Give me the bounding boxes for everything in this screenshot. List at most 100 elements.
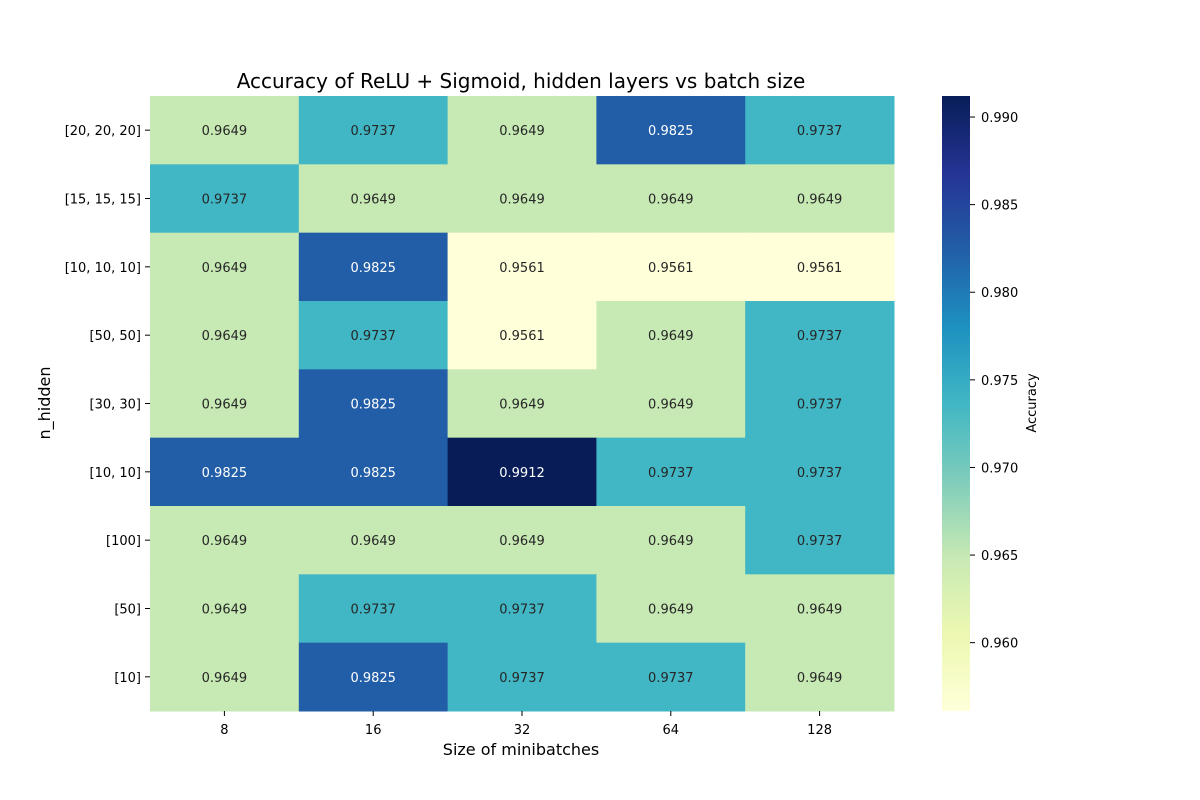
cell-value-label: 0.9649: [202, 534, 248, 549]
y-tick-label: [30, 30]: [90, 398, 142, 413]
heatmap-annotations: 0.9649 0.9737 0.9649 0.9825 0.9737 0.9737 0.96…: [202, 124, 843, 686]
cell-value-label: 0.9737: [797, 398, 843, 413]
heatmap-cell: [447, 164, 597, 234]
heatmap-cell: [298, 437, 449, 507]
y-tick-label: [10, 10]: [90, 466, 142, 481]
cell-value-label: 0.9649: [797, 193, 843, 208]
heatmap-cell: [150, 369, 300, 439]
colorbar-tick-label: 0.975: [981, 374, 1018, 389]
heatmap-cell: [596, 642, 746, 712]
heatmap-cell: [596, 369, 746, 439]
cell-value-label: 0.9737: [499, 671, 545, 686]
cell-value-label: 0.9649: [499, 398, 545, 413]
cell-value-label: 0.9649: [202, 603, 248, 618]
cell-value-label: 0.9825: [350, 261, 396, 276]
heatmap-cell: [596, 96, 746, 165]
cell-value-label: 0.9649: [499, 124, 545, 139]
y-tick-label: [10]: [114, 671, 141, 686]
y-axis-ticks: [20, 20, 20] [15, 15, 15] [10, 10, 10] [50,…: [65, 124, 150, 686]
heatmap-cell: [745, 574, 895, 644]
colorbar-label: Accuracy: [1025, 373, 1040, 433]
cell-value-label: 0.9561: [499, 261, 545, 276]
heatmap-cell: [596, 301, 746, 370]
heatmap-cell: [150, 642, 300, 712]
heatmap-cell: [447, 506, 597, 575]
colorbar-gradient: [942, 96, 970, 711]
cell-value-label: 0.9825: [350, 671, 396, 686]
cell-value-label: 0.9737: [202, 193, 248, 208]
heatmap-cell: [745, 96, 895, 165]
cell-value-label: 0.9561: [648, 261, 694, 276]
x-tick-label: 16: [365, 723, 382, 738]
cell-value-label: 0.9649: [202, 124, 248, 139]
heatmap-cell: [150, 164, 300, 234]
x-tick-label: 64: [663, 723, 680, 738]
cell-value-label: 0.9737: [350, 124, 396, 139]
cell-value-label: 0.9737: [648, 671, 694, 686]
cell-value-label: 0.9737: [797, 466, 843, 481]
cell-value-label: 0.9649: [202, 261, 248, 276]
heatmap-cell: [596, 574, 746, 644]
cell-value-label: 0.9737: [350, 329, 396, 344]
colorbar-ticks: 0.960 0.965 0.970 0.975 0.980 0.985 0.990: [970, 111, 1018, 652]
cell-value-label: 0.9649: [350, 193, 396, 208]
cell-value-label: 0.9649: [648, 534, 694, 549]
cell-value-label: 0.9649: [648, 398, 694, 413]
cell-value-label: 0.9825: [648, 124, 694, 139]
cell-value-label: 0.9649: [648, 603, 694, 618]
x-axis-label: Size of minibatches: [443, 740, 599, 759]
heatmap-cell: [745, 369, 895, 439]
cell-value-label: 0.9737: [797, 534, 843, 549]
x-tick-label: 32: [514, 723, 531, 738]
heatmap-cell: [447, 437, 597, 507]
heatmap-cell: [298, 232, 449, 302]
heatmap-cell: [745, 164, 895, 234]
y-tick-label: [100]: [106, 534, 141, 549]
cell-value-label: 0.9912: [499, 466, 545, 481]
x-axis-ticks: 8 16 32 64 128: [220, 711, 832, 738]
colorbar-tick-label: 0.980: [981, 286, 1018, 301]
colorbar-tick-label: 0.970: [981, 461, 1018, 476]
colorbar-tick-label: 0.960: [981, 637, 1018, 652]
heatmap-cell: [596, 437, 746, 507]
heatmap-cells: [150, 96, 895, 712]
cell-value-label: 0.9649: [499, 193, 545, 208]
heatmap-cell: [298, 574, 449, 644]
heatmap-cell: [298, 506, 449, 575]
chart-title: Accuracy of ReLU + Sigmoid, hidden layer…: [237, 69, 806, 93]
heatmap-cell: [447, 232, 597, 302]
colorbar: 0.960 0.965 0.970 0.975 0.980 0.985 0.990 Accu…: [942, 96, 1040, 711]
heatmap-cell: [447, 574, 597, 644]
heatmap-cell: [745, 232, 895, 302]
cell-value-label: 0.9649: [350, 534, 396, 549]
heatmap-cell: [596, 232, 746, 302]
y-axis-label: n_hidden: [35, 366, 55, 439]
cell-value-label: 0.9649: [202, 329, 248, 344]
heatmap-cell: [298, 96, 449, 165]
heatmap-cell: [298, 164, 449, 234]
heatmap-cell: [447, 96, 597, 165]
y-tick-label: [50, 50]: [90, 329, 142, 344]
y-tick-label: [10, 10, 10]: [65, 261, 141, 276]
heatmap-cell: [447, 301, 597, 370]
colorbar-tick-label: 0.990: [981, 111, 1018, 126]
y-tick-label: [20, 20, 20]: [65, 124, 141, 139]
cell-value-label: 0.9737: [797, 329, 843, 344]
y-tick-label: [50]: [114, 603, 141, 618]
cell-value-label: 0.9737: [499, 603, 545, 618]
cell-value-label: 0.9649: [499, 534, 545, 549]
heatmap-cell: [745, 506, 895, 575]
heatmap-cell: [150, 301, 300, 370]
cell-value-label: 0.9649: [797, 671, 843, 686]
colorbar-tick-label: 0.985: [981, 199, 1018, 214]
cell-value-label: 0.9825: [202, 466, 248, 481]
cell-value-label: 0.9649: [648, 329, 694, 344]
cell-value-label: 0.9825: [350, 398, 396, 413]
heatmap-cell: [745, 437, 895, 507]
cell-value-label: 0.9825: [350, 466, 396, 481]
heatmap-cell: [745, 301, 895, 370]
heatmap-cell: [298, 369, 449, 439]
y-tick-label: [15, 15, 15]: [65, 193, 141, 208]
heatmap-cell: [447, 369, 597, 439]
